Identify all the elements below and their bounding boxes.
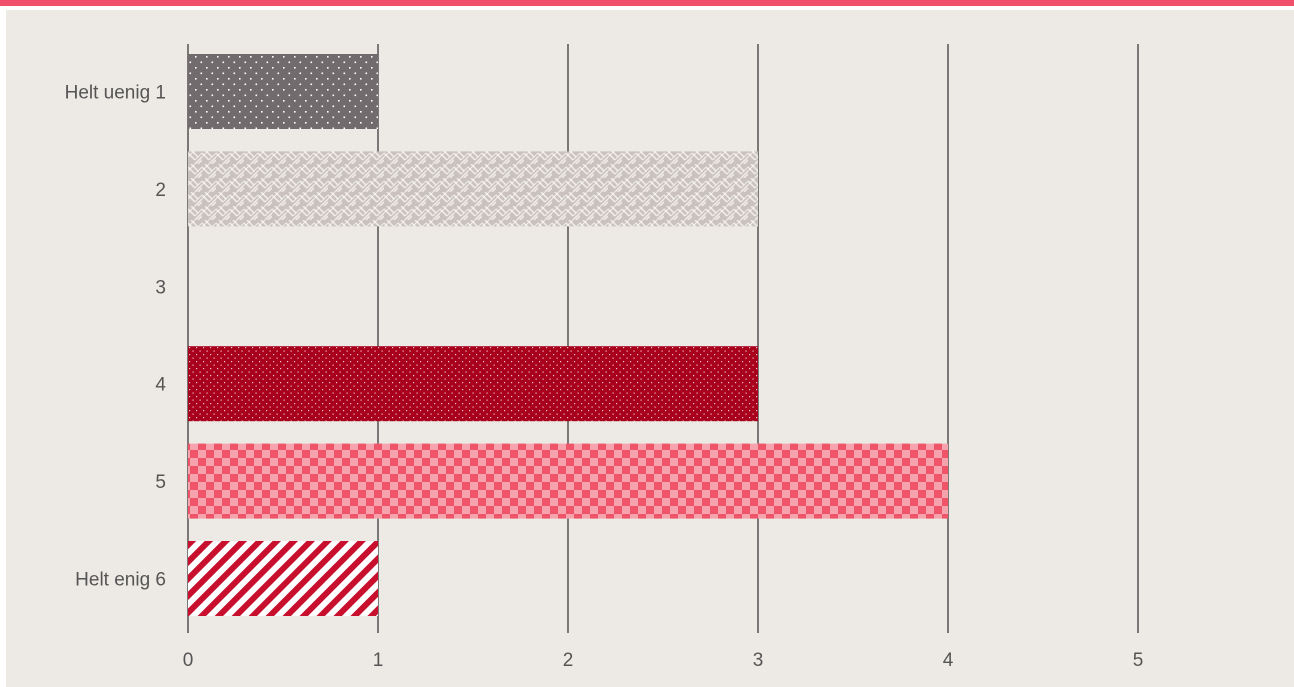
- category-label: Helt uenig 1: [65, 83, 166, 104]
- bar-6: [188, 541, 378, 616]
- bar-chart: Helt uenig 1 2 3 4 5 Helt enig 6 0 1 2 3 4 5: [6, 10, 1294, 687]
- gridlines: [187, 44, 1139, 633]
- category-labels: Helt uenig 1 2 3 4 5 Helt enig 6: [65, 83, 167, 591]
- x-tick-label: 5: [1133, 650, 1144, 671]
- category-label: 3: [155, 277, 166, 298]
- category-label: Helt enig 6: [75, 570, 166, 591]
- bars: [188, 54, 948, 616]
- x-tick-label: 4: [943, 650, 954, 671]
- bar-2: [188, 151, 758, 227]
- bar-1: [188, 54, 378, 129]
- x-tick-label: 2: [563, 650, 574, 671]
- chart-panel: Helt uenig 1 2 3 4 5 Helt enig 6 0 1 2 3 4 5: [6, 10, 1294, 687]
- x-tick-label: 1: [373, 650, 384, 671]
- category-label: 4: [155, 375, 166, 396]
- category-label: 5: [155, 472, 166, 493]
- category-label: 2: [155, 180, 166, 201]
- bar-5: [188, 443, 948, 519]
- x-tick-label: 0: [183, 650, 194, 671]
- accent-bar: [0, 0, 1294, 6]
- bar-4: [188, 346, 758, 422]
- x-tick-label: 3: [753, 650, 764, 671]
- x-tick-labels: 0 1 2 3 4 5: [183, 650, 1144, 671]
